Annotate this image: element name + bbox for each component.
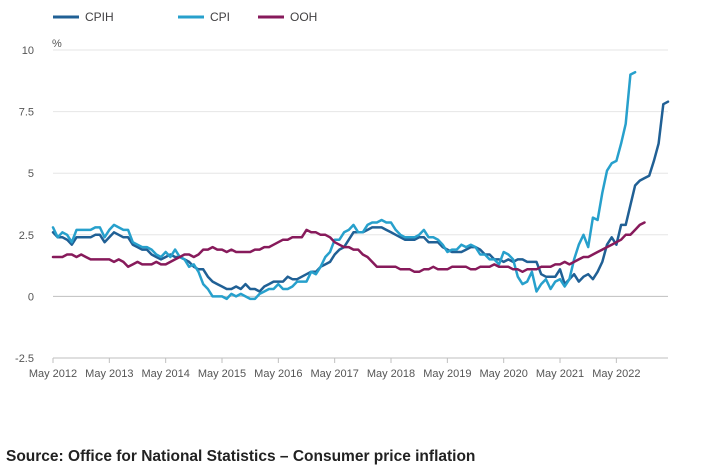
line-chart: CPIH CPI OOH % 107.552.50-2.5 May 2012 May … [15,10,670,380]
x-tick-label: May 2021 [536,368,584,380]
x-tick-label: May 2016 [254,368,302,380]
series-lines [51,70,670,301]
series-line-cpi [51,70,637,301]
source-note: Source: Office for National Statistics –… [6,448,476,465]
x-axis-ticks: May 2012 May 2013 May 2014 May 2015 May 2016… [29,357,668,380]
legend: CPIH CPI OOH [53,10,317,24]
series-line-ooh [51,221,646,274]
y-tick-label: 5 [28,168,34,180]
x-tick-label: May 2019 [423,368,471,380]
y-axis-unit-label: % [52,38,62,50]
y-tick-label: 2.5 [19,230,34,242]
legend-label-cpi: CPI [210,10,230,24]
y-tick-label: 7.5 [19,107,34,119]
legend-label-cpih: CPIH [85,10,114,24]
x-tick-label: May 2020 [480,368,528,380]
y-tick-label: -2.5 [15,353,34,365]
x-tick-label: May 2022 [592,368,640,380]
x-tick-label: May 2018 [367,368,415,380]
x-tick-label: May 2017 [311,368,359,380]
x-tick-label: May 2014 [142,368,190,380]
x-tick-label: May 2015 [198,368,246,380]
series-line-cpih [51,100,670,293]
legend-label-ooh: OOH [290,10,317,24]
x-tick-label: May 2013 [85,368,133,380]
x-tick-label: May 2012 [29,368,77,380]
y-axis-ticks: 10 7.5 5 2.5 0 -2.5 [15,45,34,365]
y-tick-label: 10 [22,45,34,57]
gridlines [53,49,668,359]
y-tick-label: 0 [28,291,34,303]
